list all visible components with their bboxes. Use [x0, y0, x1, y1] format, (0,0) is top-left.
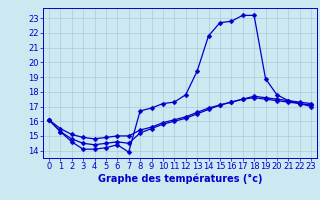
X-axis label: Graphe des températures (°c): Graphe des températures (°c)	[98, 174, 262, 184]
